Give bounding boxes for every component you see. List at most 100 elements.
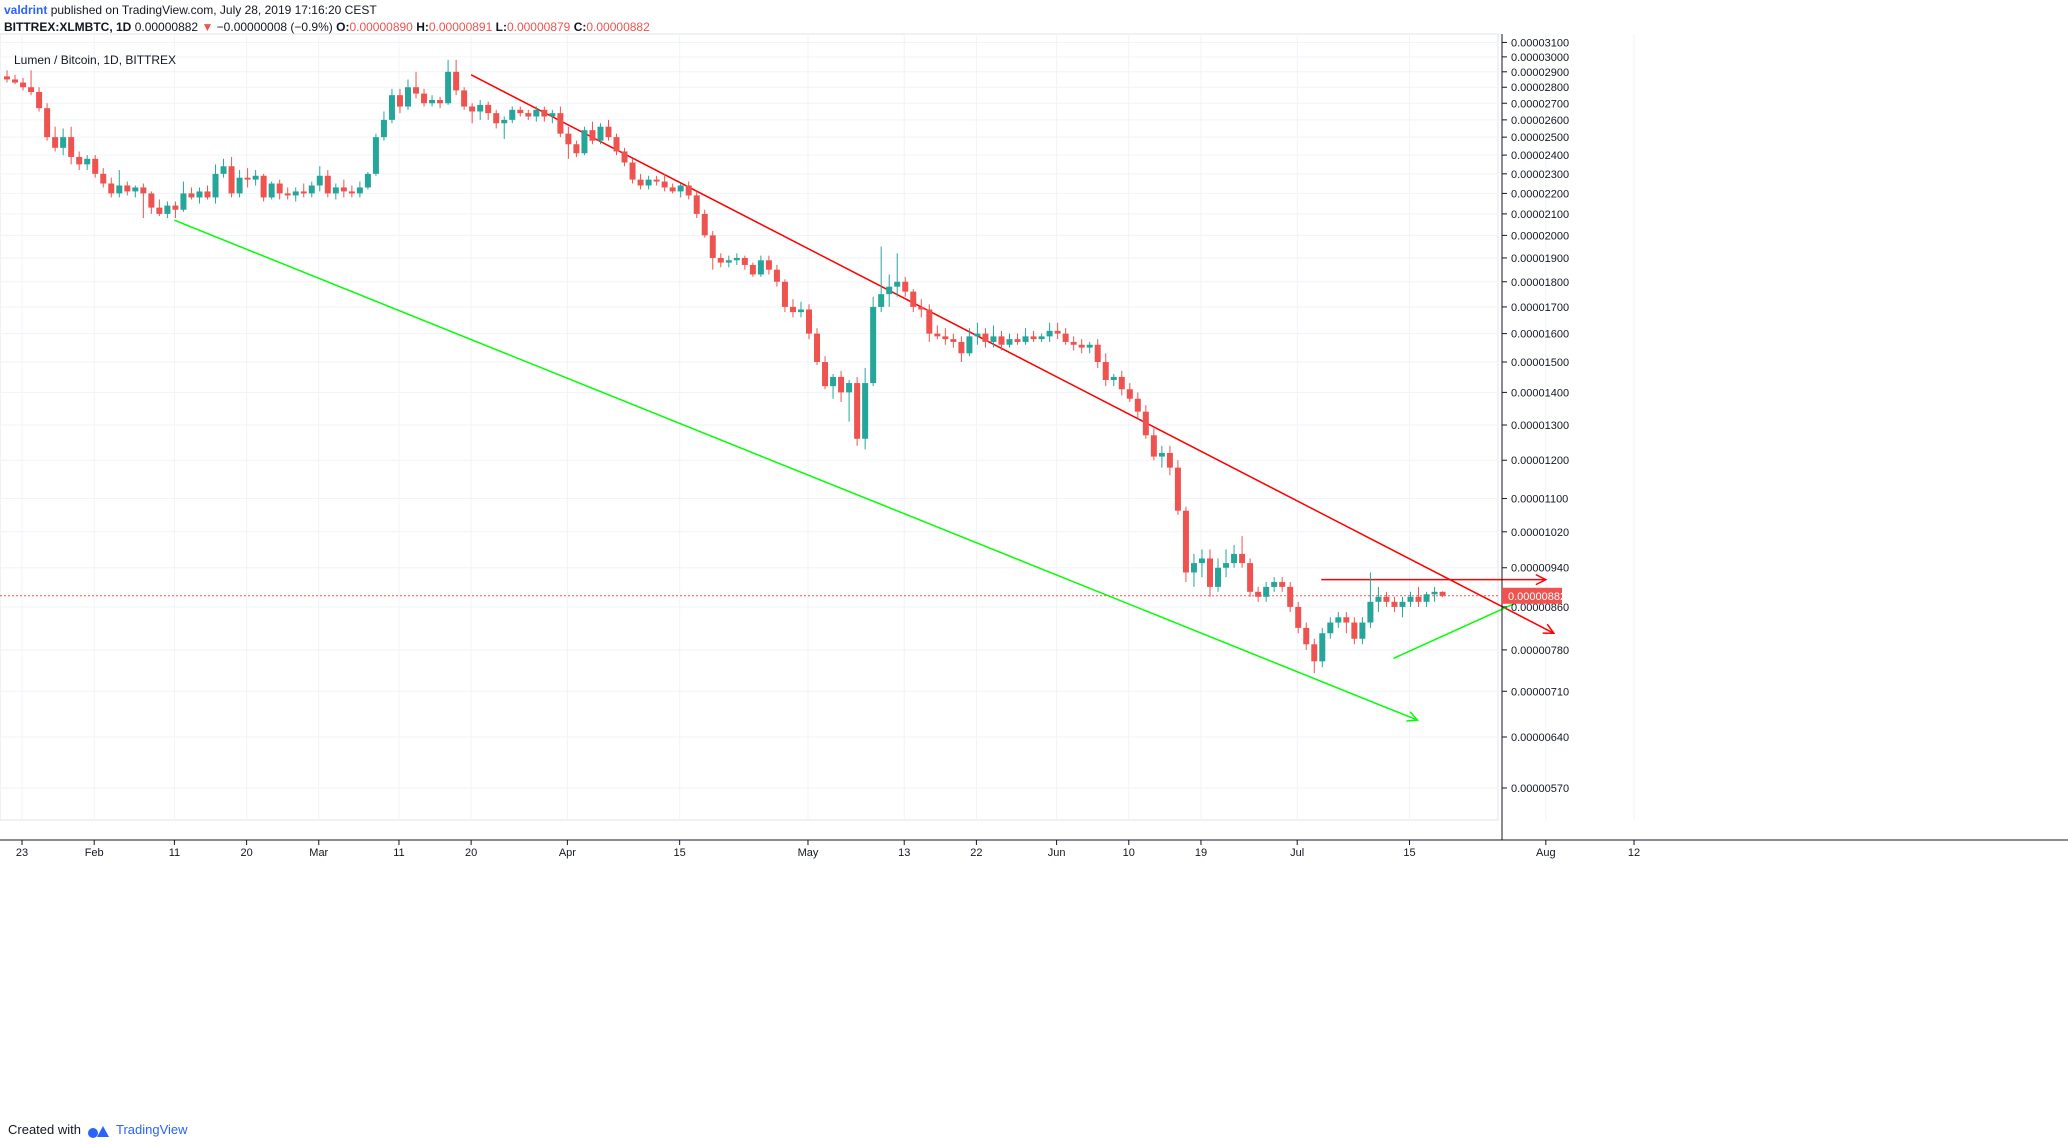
candle[interactable] [388,88,395,124]
candle[interactable] [1295,601,1302,634]
candle[interactable] [356,181,363,198]
candle[interactable] [637,173,644,190]
candle[interactable] [148,191,155,214]
candle[interactable] [501,116,508,139]
candle[interactable] [741,255,748,270]
candle[interactable] [517,106,524,117]
candle[interactable] [717,253,724,268]
candle[interactable] [974,322,981,345]
candle[interactable] [60,128,67,156]
candle[interactable] [84,155,91,171]
candle[interactable] [1078,339,1085,354]
candle[interactable] [212,164,219,204]
candle[interactable] [982,328,989,348]
candle[interactable] [52,126,59,152]
candle[interactable] [268,181,275,200]
candle[interactable] [773,264,780,287]
candle[interactable] [140,183,147,219]
candle[interactable] [814,328,821,365]
candle[interactable] [292,187,299,202]
candle[interactable] [493,109,500,129]
candle[interactable] [1247,558,1254,597]
candle[interactable] [164,201,171,219]
candle[interactable] [260,173,267,202]
candle[interactable] [757,255,764,277]
candle[interactable] [1407,591,1414,607]
candle[interactable] [781,279,788,313]
candle[interactable] [421,88,428,107]
candle[interactable] [733,253,740,265]
candle[interactable] [20,77,27,91]
candle[interactable] [966,328,973,357]
candle[interactable] [565,126,572,159]
candle[interactable] [4,70,10,83]
candle[interactable] [485,101,492,120]
candle[interactable] [36,87,43,112]
candle[interactable] [44,103,51,141]
candle[interactable] [597,123,604,145]
candle[interactable] [629,158,636,184]
candle[interactable] [918,299,925,318]
candle[interactable] [308,181,315,198]
candle[interactable] [1231,544,1238,568]
candle[interactable] [1094,339,1101,368]
candle[interactable] [405,79,411,110]
candle[interactable] [894,253,901,297]
candle[interactable] [685,181,692,200]
candle[interactable] [1190,553,1197,587]
candle[interactable] [284,187,291,200]
candle[interactable] [509,106,516,124]
candle[interactable] [1086,341,1093,354]
candle[interactable] [68,126,75,165]
candle[interactable] [797,301,804,318]
candle[interactable] [902,276,909,297]
candle[interactable] [1351,617,1358,645]
candle[interactable] [541,106,548,122]
candle[interactable] [204,185,211,200]
candle[interactable] [28,70,35,96]
candle[interactable] [332,183,339,200]
candle[interactable] [958,336,965,363]
author-name[interactable]: valdrint [4,3,48,17]
candle[interactable] [92,155,99,178]
candle[interactable] [244,168,251,188]
candle[interactable] [1335,612,1342,628]
candle[interactable] [645,175,652,190]
candle[interactable] [1070,336,1077,351]
candle[interactable] [1166,445,1173,476]
candle[interactable] [910,289,917,313]
candle[interactable] [340,179,347,198]
candle[interactable] [838,370,845,402]
candle[interactable] [1271,577,1278,592]
candle[interactable] [380,111,387,141]
candle[interactable] [300,183,307,198]
candle[interactable] [605,119,612,141]
candle[interactable] [252,170,259,186]
candle[interactable] [1174,460,1181,515]
candle[interactable] [1182,506,1189,583]
candle[interactable] [661,173,668,192]
candle[interactable] [477,100,484,120]
candle[interactable] [1006,333,1013,348]
candle[interactable] [1142,405,1149,439]
candle[interactable] [461,87,468,110]
candle[interactable] [76,151,83,171]
candle[interactable] [453,59,460,96]
candle[interactable] [749,262,756,277]
candle[interactable] [765,255,772,275]
candle[interactable] [12,74,19,85]
candle[interactable] [830,373,837,399]
candle[interactable] [1134,392,1141,419]
candle[interactable] [1327,617,1334,639]
candle[interactable] [581,126,588,156]
candle[interactable] [789,299,796,318]
candle[interactable] [1054,322,1061,340]
candle[interactable] [1239,536,1246,568]
candle[interactable] [1287,582,1294,613]
candle[interactable] [621,147,628,167]
candle[interactable] [124,181,131,196]
candle[interactable] [1062,328,1069,345]
candle[interactable] [396,88,403,114]
candle[interactable] [132,185,139,198]
